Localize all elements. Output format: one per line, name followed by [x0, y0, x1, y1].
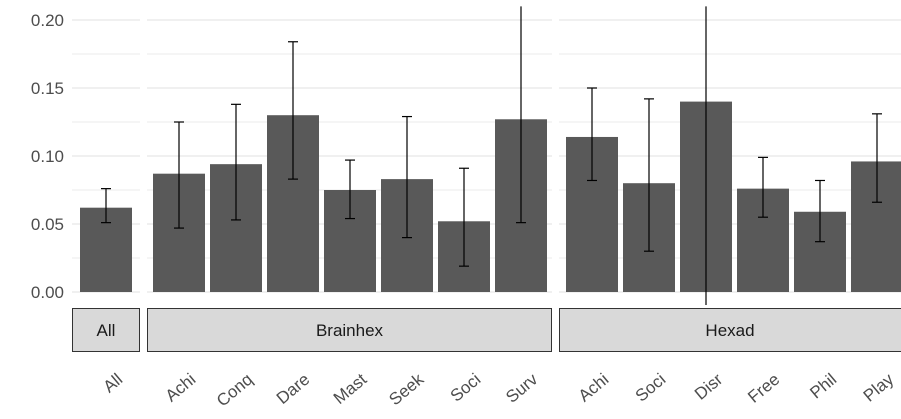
x-tick-label: Free [744, 370, 783, 407]
errorbar-brainhex-dare [288, 41, 298, 180]
y-tick-label: 0.20 [31, 11, 64, 30]
x-tick-label: Achi [575, 370, 613, 406]
x-tick-label: Phil [806, 370, 840, 403]
y-tick-label: 0.10 [31, 147, 64, 166]
x-tick-label: Seek [385, 369, 427, 409]
facet-strip-all [72, 308, 140, 352]
errorbar-hexad-free [758, 156, 768, 218]
errorbar-brainhex-surv [516, 6, 526, 224]
facet-strips: All Brainhex Hexad [72, 308, 901, 352]
x-tick-label: Soci [447, 370, 485, 406]
errorbar-layer [101, 6, 882, 305]
bar-layer [80, 101, 901, 292]
errorbar-brainhex-mast [345, 159, 355, 220]
x-axis: All Achi Conq Dare Mast Seek Soci Surv Achi Soci D… [100, 369, 898, 410]
errorbar-brainhex-soci [459, 167, 469, 267]
x-tick-label: Surv [502, 369, 541, 406]
y-tick-label: 0.05 [31, 215, 64, 234]
errorbar-brainhex-conq [231, 103, 241, 221]
errorbar-all-all [101, 188, 111, 224]
x-tick-label: Dare [273, 370, 313, 408]
facet-strip-label: All [97, 321, 116, 340]
facet-strip-hexad [559, 308, 901, 352]
errorbar-hexad-phil [815, 179, 825, 243]
errorbar-brainhex-seek [402, 115, 412, 239]
x-tick-label: Soci [632, 370, 670, 406]
y-tick-label: 0.00 [31, 283, 64, 302]
x-tick-label: Conq [213, 370, 256, 411]
errorbar-hexad-play [872, 113, 882, 203]
x-tick-label: Achi [162, 370, 200, 406]
facet-strip-label: Hexad [705, 321, 754, 340]
facet-strip-brainhex [147, 308, 552, 352]
x-tick-label: All [100, 370, 127, 397]
errorbar-hexad-soci [644, 98, 654, 252]
x-tick-label: Disr [691, 369, 727, 403]
y-axis: 0.00 0.05 0.10 0.15 0.20 [31, 11, 64, 302]
facet-strip-label: Brainhex [316, 321, 384, 340]
bar-hexad-play [851, 161, 901, 292]
errorbar-hexad-achi [587, 87, 597, 182]
errorbar-brainhex-achi [174, 121, 184, 229]
x-tick-label: Mast [330, 370, 371, 408]
x-tick-label: Play [860, 369, 898, 405]
y-tick-label: 0.15 [31, 79, 64, 98]
